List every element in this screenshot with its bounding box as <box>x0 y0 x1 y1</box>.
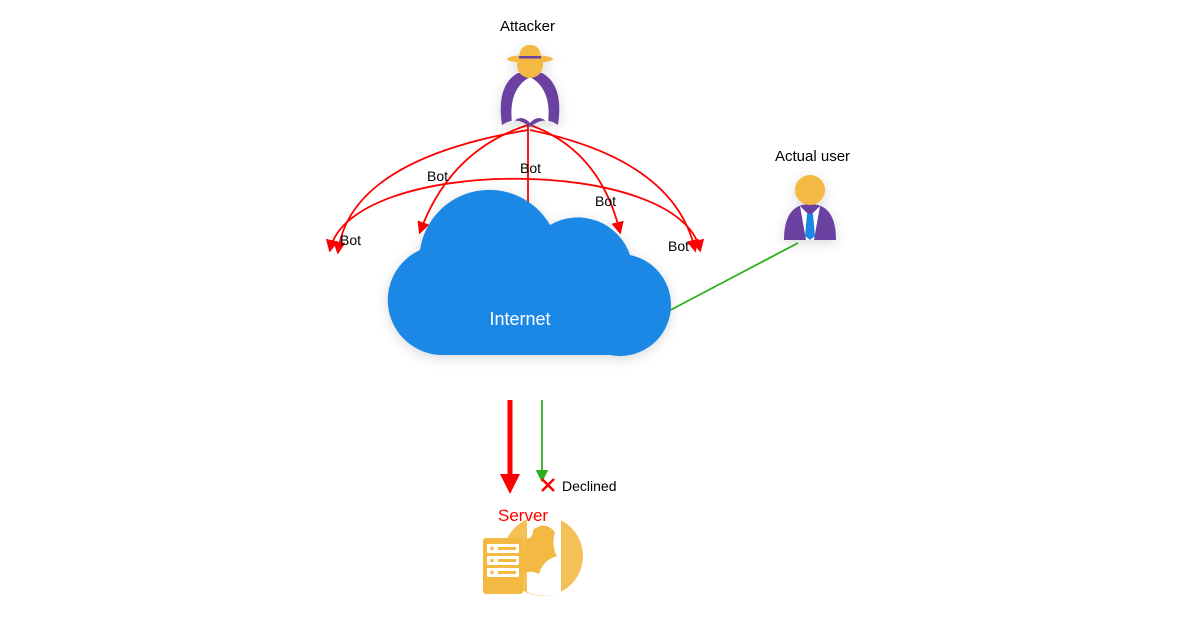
bot-label-3: Bot <box>520 160 541 176</box>
bot-label-2: Bot <box>427 168 448 184</box>
internet-cloud: Internet <box>388 190 671 356</box>
attacker-label: Attacker <box>500 18 555 35</box>
server-label: Server <box>498 506 548 526</box>
actual-user-label: Actual user <box>775 148 850 165</box>
bot-label-1: Bot <box>340 232 361 248</box>
bot-label-5: Bot <box>668 238 689 254</box>
bot-label-4: Bot <box>595 193 616 209</box>
server-icon <box>483 516 583 596</box>
declined-label: Declined <box>562 478 616 494</box>
internet-label: Internet <box>489 309 550 329</box>
actual-user-icon <box>784 175 836 240</box>
declined-x-icon <box>542 479 554 491</box>
attacker-icon <box>501 45 560 127</box>
